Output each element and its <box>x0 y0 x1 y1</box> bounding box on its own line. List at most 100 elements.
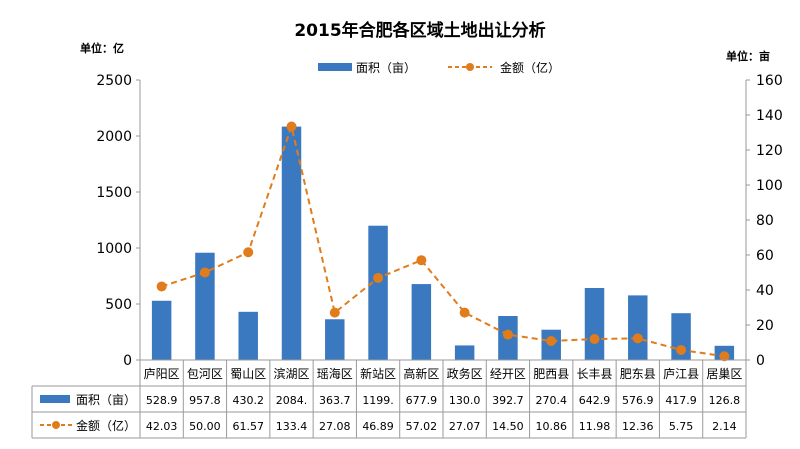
table-cell-area: 430.2 <box>232 394 264 407</box>
line-point <box>546 335 557 346</box>
table-row-label: 金额（亿） <box>76 418 136 433</box>
legend-line-label: 金额（亿） <box>500 60 560 75</box>
category-label: 庐江县 <box>663 366 699 381</box>
legend-bar-label: 面积（亩） <box>356 60 416 75</box>
category-label: 蜀山区 <box>230 367 266 381</box>
bar <box>195 252 215 360</box>
left-axis: 0 500 1000 1500 2000 2500 <box>96 73 141 369</box>
bar <box>671 313 691 360</box>
table-cell-area: 2084. <box>276 394 308 407</box>
table-cell-amount: 46.89 <box>362 420 394 433</box>
line-point <box>373 272 384 283</box>
line-point <box>632 333 643 344</box>
table-cell-amount: 27.07 <box>449 420 481 433</box>
right-axis-tick-label: 40 <box>756 283 774 299</box>
line-path <box>161 122 725 358</box>
category-label: 高新区 <box>403 366 439 381</box>
left-axis-tick-label: 1500 <box>96 185 132 201</box>
table-cell-area: 677.9 <box>406 394 438 407</box>
line-point <box>286 121 297 132</box>
bar <box>238 311 258 360</box>
category-label: 政务区 <box>447 366 483 381</box>
right-axis-tick-label: 0 <box>756 353 765 369</box>
table-cell-amount: 14.50 <box>492 420 524 433</box>
bar <box>368 225 388 360</box>
table-bar-swatch <box>40 395 70 403</box>
bar <box>584 287 605 360</box>
table-cell-amount: 133.4 <box>276 420 308 433</box>
right-axis-tick-label: 140 <box>756 108 783 124</box>
bar <box>628 295 648 360</box>
right-axis-tick-label: 60 <box>756 248 774 264</box>
table-cell-amount: 61.57 <box>232 420 264 433</box>
table-cell-amount: 27.08 <box>319 420 351 433</box>
legend-bar-swatch <box>318 63 352 71</box>
category-label: 居巢区 <box>706 367 742 381</box>
table-cell-area: 363.7 <box>319 394 351 407</box>
left-axis-tick-label: 0 <box>123 353 132 369</box>
left-axis-tick-label: 2000 <box>96 129 132 145</box>
legend-line-marker <box>466 63 474 71</box>
legend: 面积（亩） 金额（亿） <box>318 60 560 75</box>
line-point <box>502 329 513 340</box>
table-cell-amount: 57.02 <box>406 420 438 433</box>
line-point <box>459 307 470 318</box>
right-axis-tick-label: 100 <box>756 178 783 194</box>
category-label: 滨湖区 <box>273 366 309 381</box>
table-cell-area: 270.4 <box>535 394 567 407</box>
bar <box>411 284 432 360</box>
table-cell-area: 528.9 <box>146 394 178 407</box>
chart-title: 2015年合肥各区域土地出让分析 <box>294 20 545 41</box>
line-point <box>156 281 167 292</box>
table-line-marker <box>52 421 60 429</box>
table-cell-area: 126.8 <box>709 394 741 407</box>
table-cell-area: 130.0 <box>449 394 481 407</box>
table-cell-area: 576.9 <box>622 394 654 407</box>
table-row-label: 面积（亩） <box>76 392 136 407</box>
table-cell-area: 392.7 <box>492 394 524 407</box>
line-point <box>719 351 730 362</box>
table-cell-amount: 42.03 <box>146 420 178 433</box>
category-label: 包河区 <box>187 367 223 381</box>
right-axis: 0 20 40 60 80 100 120 140 160 <box>745 73 783 369</box>
bar <box>325 319 345 360</box>
bar-series <box>151 126 735 360</box>
table-cell-area: 417.9 <box>665 394 697 407</box>
table-cell-area: 642.9 <box>579 394 611 407</box>
category-label: 瑶海区 <box>317 366 353 381</box>
right-axis-tick-label: 160 <box>756 73 783 89</box>
right-axis-tick-label: 20 <box>756 318 774 334</box>
line-point <box>199 267 210 278</box>
table-cell-amount: 2.14 <box>712 420 737 433</box>
table-cell-area: 957.8 <box>189 394 221 407</box>
table-cell-amount: 5.75 <box>669 420 694 433</box>
left-axis-tick-label: 500 <box>105 297 132 313</box>
table-cell-amount: 50.00 <box>189 420 221 433</box>
category-label: 庐阳区 <box>144 366 180 381</box>
line-point <box>416 255 427 266</box>
line-series <box>156 121 730 362</box>
line-point <box>676 344 687 355</box>
table-cell-amount: 11.98 <box>579 420 611 433</box>
category-label: 经开区 <box>490 367 526 381</box>
category-label: 肥西县 <box>533 367 569 381</box>
right-axis-tick-label: 120 <box>756 143 783 159</box>
left-axis-tick-label: 2500 <box>96 73 132 89</box>
right-axis-tick-label: 80 <box>756 213 774 229</box>
category-label: 新站区 <box>360 366 396 381</box>
left-axis-tick-label: 1000 <box>96 241 132 257</box>
bar <box>151 300 172 360</box>
bar <box>281 126 302 360</box>
bar <box>454 345 475 360</box>
category-label: 长丰县 <box>576 367 612 381</box>
table-cell-area: 1199. <box>362 394 394 407</box>
line-point <box>243 247 254 258</box>
right-axis-unit: 单位：亩 <box>726 49 770 63</box>
line-point <box>329 307 340 318</box>
line-point <box>589 334 600 345</box>
table-cell-amount: 12.36 <box>622 420 654 433</box>
table-cell-amount: 10.86 <box>535 420 567 433</box>
category-label: 肥东县 <box>620 367 656 381</box>
left-axis-unit: 单位：亿 <box>80 41 124 55</box>
